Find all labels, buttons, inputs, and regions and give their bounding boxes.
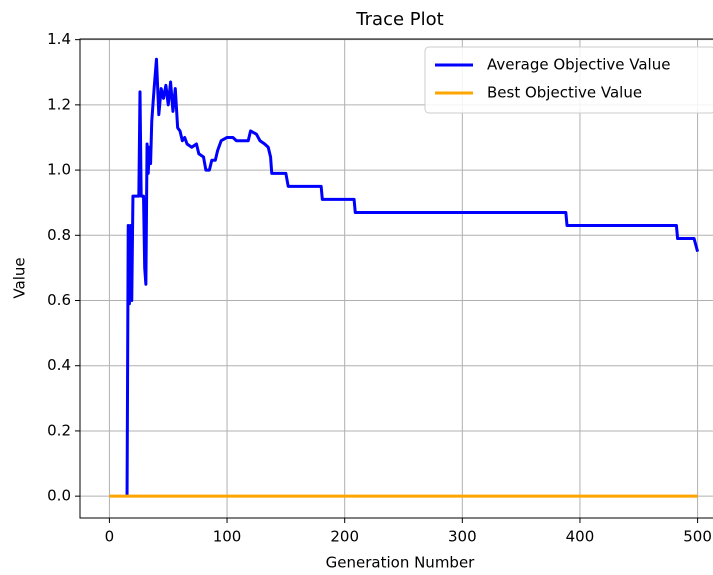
- y-tick-label: 0.0: [47, 487, 71, 505]
- y-tick-label: 0.8: [47, 226, 71, 244]
- series-line: [125, 57, 700, 497]
- plot-frame: [79, 38, 713, 519]
- legend-label: Average Objective Value: [487, 56, 670, 74]
- y-tick-label: 1.2: [47, 95, 71, 113]
- y-tick-label: 1.4: [47, 30, 71, 48]
- y-axis-label: Value: [11, 257, 29, 298]
- y-tick-label: 0.2: [47, 421, 71, 439]
- x-axis-label: Generation Number: [326, 554, 476, 572]
- x-tick-label: 0: [105, 528, 115, 546]
- legend-box: [424, 46, 713, 114]
- x-tick-label: 100: [213, 528, 242, 546]
- x-tick-label: 200: [330, 528, 359, 546]
- legend-label: Best Objective Value: [487, 84, 642, 102]
- chart-title: Trace Plot: [355, 9, 443, 30]
- x-tick-label: 400: [566, 528, 595, 546]
- y-tick-label: 0.6: [47, 291, 71, 309]
- x-tick-label: 500: [683, 528, 712, 546]
- x-tick-label: 300: [448, 528, 477, 546]
- y-tick-label: 0.4: [47, 356, 71, 374]
- y-tick-label: 1.0: [47, 161, 71, 179]
